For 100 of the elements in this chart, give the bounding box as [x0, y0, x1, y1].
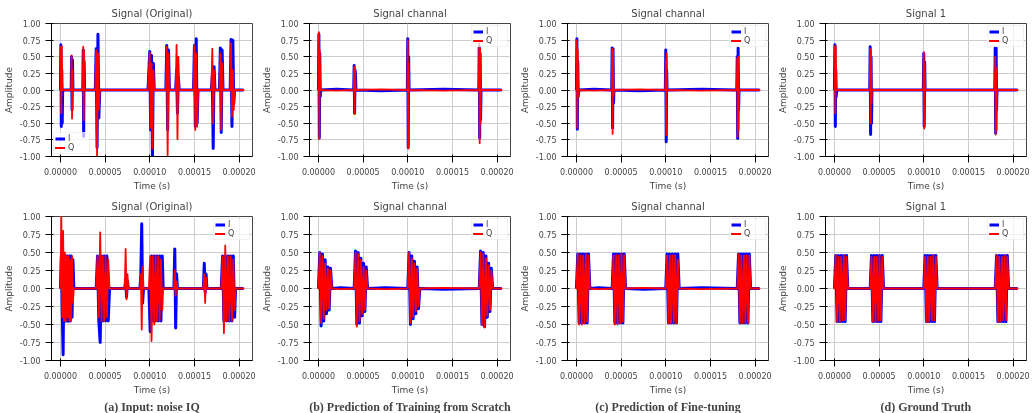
x-tick-label: 0.00020: [738, 371, 772, 381]
y-tick-label: 0.25: [280, 267, 299, 276]
legend-label: I: [228, 220, 232, 229]
x-tick-label: 0.00000: [817, 167, 851, 177]
y-tick-label: 0.75: [22, 36, 41, 46]
y-tick-label: -0.75: [277, 339, 299, 348]
x-tick-label: 0.00010: [649, 371, 683, 381]
y-tick-label: 0.50: [280, 53, 299, 63]
x-axis-title: Time (s): [648, 180, 687, 191]
x-tick-label: 0.00000: [43, 371, 77, 381]
y-tick-label: 0.75: [280, 36, 299, 46]
y-tick-label: 1.00: [538, 213, 557, 222]
y-tick-label: 0.50: [280, 249, 299, 258]
x-tick-label: 0.00015: [435, 371, 469, 381]
y-tick-label: 0.25: [22, 267, 41, 276]
y-tick-label: 0.00: [796, 285, 815, 294]
y-tick-label: 0.00: [538, 86, 557, 96]
y-tick-label: -0.25: [535, 303, 557, 312]
x-tick-label: 0.00000: [301, 167, 335, 177]
y-tick-label: -0.50: [19, 119, 41, 129]
y-tick-label: 0.75: [22, 231, 41, 240]
y-tick-label: 0.00: [22, 86, 41, 96]
y-axis-title: Amplitude: [261, 264, 272, 312]
legend-label: Q: [1002, 36, 1010, 45]
y-tick-label: 1.00: [796, 213, 815, 222]
y-tick-label: -0.50: [277, 321, 299, 330]
y-tick-label: -0.50: [793, 321, 815, 330]
chart-title: Signal 1: [905, 200, 947, 212]
y-tick-label: 0.00: [22, 285, 41, 294]
y-tick-label: 0.75: [538, 231, 557, 240]
y-tick-label: -0.75: [535, 339, 557, 348]
legend-label: Q: [68, 143, 76, 152]
x-axis-title: Time (s): [132, 384, 171, 395]
legend-label: Q: [744, 36, 752, 45]
y-tick-label: 1.00: [280, 213, 299, 222]
x-tick-label: 0.00005: [88, 167, 122, 177]
x-tick-label: 0.00000: [43, 167, 77, 177]
x-tick-label: 0.00020: [996, 371, 1030, 381]
legend-label: Q: [228, 229, 236, 238]
y-axis-title: Amplitude: [3, 66, 14, 114]
y-tick-label: -0.50: [793, 119, 815, 129]
chart-title: Signal channal: [373, 7, 447, 19]
y-tick-label: -1.00: [19, 153, 41, 162]
y-tick-label: -0.25: [19, 103, 41, 113]
y-tick-label: -1.00: [19, 357, 41, 366]
text: (c) Prediction of Fine-tuning: [595, 399, 741, 413]
y-tick-label: -0.50: [277, 119, 299, 129]
x-tick-label: 0.00005: [862, 371, 896, 381]
x-tick-label: 0.00020: [480, 371, 514, 381]
chart-title: Signal (Original): [111, 200, 193, 212]
y-tick-label: -0.50: [19, 321, 41, 330]
y-tick-label: -1.00: [277, 153, 299, 162]
chart-title: Signal channal: [373, 200, 447, 212]
text: (a) Input: noise IQ: [104, 399, 200, 413]
x-tick-label: 0.00000: [301, 371, 335, 381]
x-tick-label: 0.00015: [693, 371, 727, 381]
y-tick-label: 0.00: [796, 86, 815, 96]
y-tick-label: 0.50: [796, 249, 815, 258]
x-tick-label: 0.00000: [559, 371, 593, 381]
y-tick-label: -0.50: [535, 321, 557, 330]
y-tick-label: 0.25: [796, 69, 815, 79]
text: (b) Prediction of Training from Scratch: [309, 399, 511, 413]
y-axis-title: Amplitude: [519, 264, 530, 312]
x-tick-label: 0.00010: [391, 167, 425, 177]
x-tick-label: 0.00010: [649, 167, 683, 177]
x-tick-label: 0.00020: [222, 371, 256, 381]
y-tick-label: -0.75: [793, 136, 815, 146]
y-tick-label: -1.00: [535, 357, 557, 366]
x-tick-label: 0.00005: [604, 371, 638, 381]
x-tick-label: 0.00020: [222, 167, 256, 177]
x-tick-label: 0.00010: [133, 371, 167, 381]
y-tick-label: 0.25: [538, 267, 557, 276]
y-tick-label: 0.25: [538, 69, 557, 79]
y-tick-label: 0.75: [280, 231, 299, 240]
x-tick-label: 0.00005: [88, 371, 122, 381]
y-axis-title: Amplitude: [3, 264, 14, 312]
y-tick-label: -0.25: [277, 303, 299, 312]
y-tick-label: 1.00: [22, 213, 41, 222]
y-tick-label: 0.25: [22, 69, 41, 79]
chart-title: Signal channal: [631, 200, 705, 212]
y-axis-title: Amplitude: [519, 66, 530, 114]
x-axis-title: Time (s): [390, 180, 429, 191]
x-tick-label: 0.00010: [907, 371, 941, 381]
x-tick-label: 0.00005: [346, 167, 380, 177]
x-tick-label: 0.00015: [951, 371, 985, 381]
chart-title: Signal (Original): [111, 7, 193, 19]
x-tick-label: 0.00015: [693, 167, 727, 177]
y-tick-label: 0.25: [280, 69, 299, 79]
x-tick-label: 0.00015: [177, 371, 211, 381]
y-tick-label: 0.00: [538, 285, 557, 294]
x-tick-label: 0.00010: [133, 167, 167, 177]
y-tick-label: -0.75: [19, 136, 41, 146]
y-tick-label: 1.00: [22, 20, 41, 29]
x-tick-label: 0.00020: [480, 167, 514, 177]
x-tick-label: 0.00005: [862, 167, 896, 177]
y-tick-label: -1.00: [535, 153, 557, 162]
chart-title: Signal 1: [905, 7, 947, 19]
x-tick-label: 0.00000: [559, 167, 593, 177]
y-axis-title: Amplitude: [777, 264, 788, 312]
legend-label: I: [486, 27, 490, 36]
